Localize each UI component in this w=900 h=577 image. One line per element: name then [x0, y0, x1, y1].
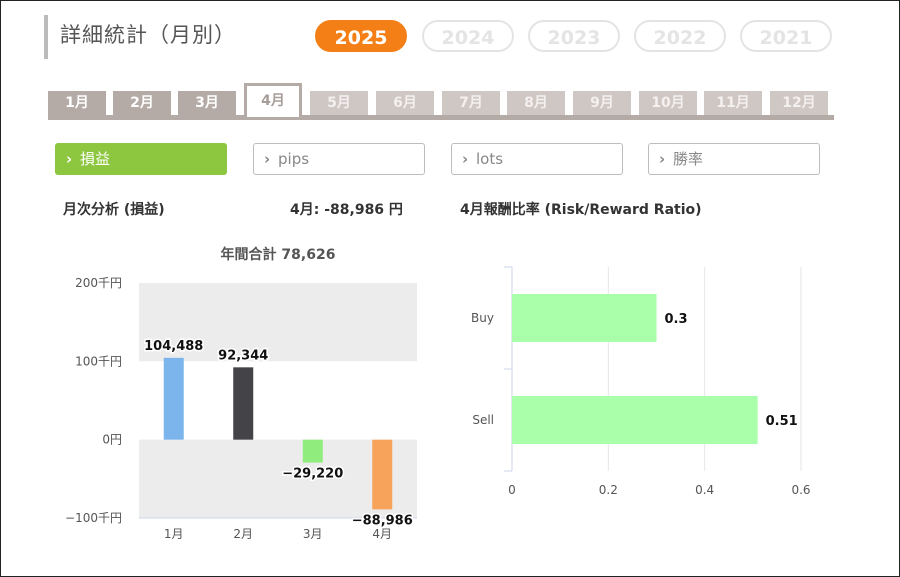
x-tick-label: 0	[508, 483, 516, 497]
data-label: −88,986	[352, 513, 413, 528]
month-summary-value: 4月: -88,986 円	[290, 202, 403, 218]
month-tab-3[interactable]: 3月	[178, 91, 236, 115]
x-tick-label: 0.6	[791, 483, 810, 497]
metric-label: 勝率	[673, 150, 704, 168]
plot-band	[139, 283, 417, 362]
bar-2	[233, 367, 254, 440]
chevron-right-icon: ›	[462, 150, 469, 168]
plot-band	[139, 361, 417, 440]
pnl-bar-chart: 200千円 100千円 0円 −100千円 年間合計 78,626 104,488 1月 92…	[65, 246, 417, 541]
y-tick-label: 0円	[102, 433, 122, 447]
y-tick-label: 200千円	[75, 276, 122, 290]
x-tick-label: 0.4	[695, 483, 714, 497]
month-tab-8: 8月	[507, 91, 565, 115]
bar-1	[163, 357, 184, 440]
month-tab-12: 12月	[770, 91, 828, 115]
data-label: 0.3	[665, 312, 688, 327]
year-button-2021[interactable]: 2021	[740, 20, 832, 52]
month-tab-4[interactable]: 4月	[244, 83, 302, 117]
y-tick-label: Buy	[471, 311, 494, 325]
page-title-block: 詳細統計（月別）	[44, 15, 236, 59]
month-tab-7: 7月	[442, 91, 500, 115]
page-title: 詳細統計（月別）	[60, 23, 236, 47]
month-tab-5: 5月	[310, 91, 368, 115]
year-button-2025[interactable]: 2025	[315, 20, 407, 52]
month-tab-1[interactable]: 1月	[48, 91, 106, 115]
metric-button-lots[interactable]: › lots	[451, 143, 623, 175]
y-tick-label: 100千円	[75, 354, 122, 368]
month-tab-9: 9月	[573, 91, 631, 115]
metric-button-pips[interactable]: › pips	[253, 143, 425, 175]
month-tab-6: 6月	[376, 91, 434, 115]
x-tick-label: 1月	[164, 527, 184, 541]
x-tick-label: 3月	[303, 527, 323, 541]
y-tick-label: −100千円	[65, 511, 122, 525]
data-label: −29,220	[282, 467, 343, 482]
data-label: 92,344	[218, 348, 268, 363]
month-tabs: 1月 2月 3月 4月 5月 6月 7月 8月 9月 10月 11月 12月	[48, 83, 834, 120]
year-button-2022[interactable]: 2022	[634, 20, 726, 52]
data-label: 0.51	[766, 414, 798, 429]
chevron-right-icon: ›	[66, 150, 73, 168]
bar-3	[302, 439, 323, 463]
month-tabs-baseline	[48, 115, 834, 120]
x-tick-label: 0.2	[599, 483, 618, 497]
bar-buy	[512, 294, 657, 342]
ratio-chart-title: 4月報酬比率 (Risk/Reward Ratio)	[460, 202, 702, 218]
chart-title: 年間合計 78,626	[221, 246, 336, 263]
x-tick-label: 4月	[372, 527, 392, 541]
bar-4	[372, 439, 393, 510]
bar-sell	[512, 396, 758, 444]
data-label: 104,488	[144, 339, 203, 354]
month-tab-2[interactable]: 2月	[113, 91, 171, 115]
month-tab-11: 11月	[704, 91, 762, 115]
y-tick-label: Sell	[472, 413, 494, 427]
risk-reward-bar-chart: 0 0.2 0.4 0.6 0.3 Buy 0.51 Sell	[471, 266, 811, 497]
metric-label: 損益	[80, 150, 111, 168]
metric-button-pnl[interactable]: › 損益	[55, 143, 227, 175]
chevron-right-icon: ›	[264, 150, 271, 168]
metric-label: lots	[476, 150, 504, 168]
metric-label: pips	[278, 150, 310, 168]
plot-band	[139, 439, 417, 518]
metric-button-winrate[interactable]: › 勝率	[648, 143, 820, 175]
year-button-2024[interactable]: 2024	[422, 20, 514, 52]
x-tick-label: 2月	[233, 527, 253, 541]
chevron-right-icon: ›	[659, 150, 666, 168]
monthly-analysis-title: 月次分析 (損益)	[63, 202, 165, 218]
month-tab-10: 10月	[639, 91, 697, 115]
year-button-2023[interactable]: 2023	[528, 20, 620, 52]
